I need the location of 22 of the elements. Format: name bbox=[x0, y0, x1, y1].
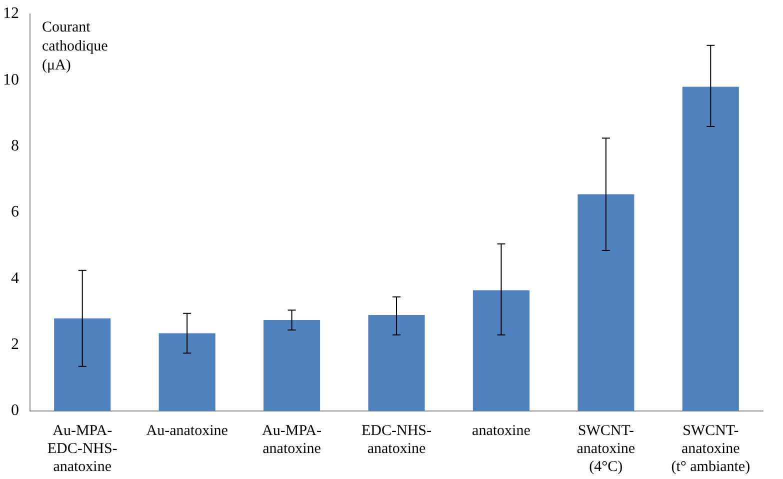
bar bbox=[368, 315, 425, 411]
bar bbox=[54, 318, 111, 411]
y-tick-label: 8 bbox=[11, 138, 19, 155]
bar bbox=[578, 194, 634, 411]
y-tick-label: 2 bbox=[11, 336, 19, 354]
x-tick-label: Au-MPA- anatoxine bbox=[262, 422, 322, 457]
bar bbox=[472, 290, 530, 411]
y-tick-label: 0 bbox=[11, 402, 19, 420]
bar bbox=[264, 320, 320, 411]
y-tick-label: 12 bbox=[3, 5, 19, 22]
y-tick-label: 6 bbox=[11, 204, 19, 221]
x-tick-label: Au-anatoxine bbox=[146, 422, 228, 439]
x-tick-label: EDC-NHS- anatoxine bbox=[362, 422, 432, 457]
bar bbox=[682, 86, 739, 411]
x-tick-label: SWCNT- anatoxine (t° ambiante) bbox=[671, 422, 750, 475]
y-axis-title: Courant cathodique (μA) bbox=[42, 19, 108, 74]
x-tick-label: anatoxine bbox=[472, 422, 531, 439]
bar bbox=[158, 333, 216, 411]
x-tick-label: SWCNT- anatoxine (4°C) bbox=[576, 422, 636, 475]
y-tick-label: 10 bbox=[3, 71, 19, 88]
x-tick-label: Au-MPA- EDC-NHS- anatoxine bbox=[47, 422, 118, 475]
y-tick-label: 4 bbox=[11, 270, 19, 287]
